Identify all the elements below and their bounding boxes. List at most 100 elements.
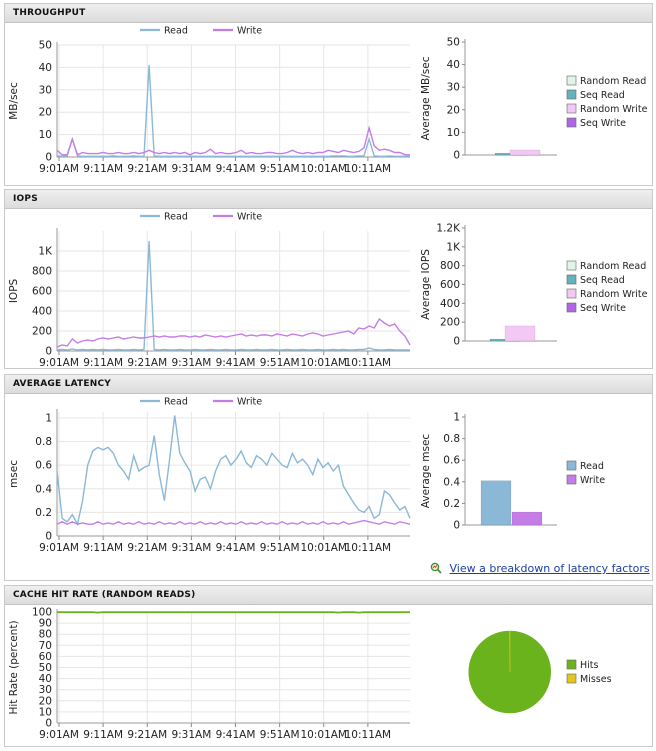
- panel-title: IOPS: [5, 190, 652, 209]
- x-tick-label: 9:21AM: [127, 542, 167, 554]
- y-tick-label: 30: [39, 84, 52, 96]
- legend-label-random-write: Random Write: [580, 289, 648, 300]
- y-axis-label: Average MB/sec: [420, 56, 432, 140]
- y-tick-label: 50: [447, 37, 460, 49]
- y-tick-label: 20: [447, 104, 460, 116]
- y-tick-label: 0: [45, 531, 52, 543]
- x-tick-label: 9:01AM: [39, 163, 79, 175]
- x-tick-label: 9:41AM: [216, 542, 256, 554]
- x-tick-label: 9:21AM: [127, 357, 167, 368]
- y-tick-label: 400: [440, 298, 460, 310]
- y-tick-label: 0.6: [35, 460, 52, 472]
- y-tick-label: 10: [39, 129, 52, 141]
- x-tick-label: 10:01AM: [300, 729, 347, 741]
- y-tick-label: 600: [32, 286, 52, 298]
- bar-random-write: [504, 325, 536, 342]
- legend-label-seq-read: Seq Read: [580, 90, 625, 101]
- x-tick-label: 10:11AM: [345, 357, 392, 368]
- legend-label-read: Read: [580, 461, 604, 472]
- y-tick-label: 0: [453, 336, 460, 348]
- x-tick-label: 9:11AM: [83, 729, 123, 741]
- y-axis-label: Average msec: [420, 434, 432, 509]
- x-tick-label: 9:51AM: [260, 163, 300, 175]
- x-tick-label: 9:31AM: [171, 542, 211, 554]
- x-tick-label: 9:41AM: [216, 357, 256, 368]
- y-tick-label: 0: [453, 150, 460, 162]
- y-tick-label: 0.8: [35, 436, 52, 448]
- iops-avg-chart: 0 200 400 600 800 1K 1.2K Average IOPS Random Re…: [420, 223, 648, 348]
- y-tick-label: 800: [32, 266, 52, 278]
- y-tick-label: 30: [39, 684, 52, 696]
- x-tick-label: 9:31AM: [171, 729, 211, 741]
- y-tick-label: 200: [440, 317, 460, 329]
- x-tick-label: 10:01AM: [300, 357, 347, 368]
- iops-line-chart: 0 200 400 600 800 1K 9:01AM 9:11AM 9:21AM 9:31AM 9…: [8, 212, 411, 368]
- y-tick-label: 20: [39, 695, 52, 707]
- panel-title: THROUGHPUT: [5, 4, 652, 23]
- y-tick-label: 1: [453, 412, 460, 424]
- series-line-read: [56, 65, 410, 158]
- cache-hit-rate-panel: CACHE HIT RATE (RANDOM READS) 0 10 20 30 40 5…: [4, 585, 653, 747]
- y-tick-label: 40: [39, 673, 52, 685]
- x-tick-label: 9:31AM: [171, 163, 211, 175]
- x-tick-label: 9:11AM: [83, 542, 123, 554]
- legend-swatch-read: [566, 460, 577, 471]
- legend-swatch-random-write: [566, 288, 577, 299]
- iops-panel: IOPS 0 200 400 600 800 1K 9:01AM 9:11AM 9:21AM 9:…: [4, 189, 653, 369]
- x-tick-label: 9:21AM: [127, 729, 167, 741]
- x-tick-label: 10:11AM: [345, 542, 392, 554]
- pie-slice-misses: [509, 630, 511, 673]
- y-tick-label: 1: [45, 412, 52, 424]
- y-tick-label: 100: [32, 607, 52, 619]
- legend-label-seq-read: Seq Read: [580, 275, 625, 286]
- latency-breakdown-link[interactable]: View a breakdown of latency factors: [449, 562, 650, 575]
- series-line-write: [56, 317, 411, 348]
- y-tick-label: 1K: [446, 241, 461, 253]
- legend-swatch-random-read: [566, 75, 577, 86]
- x-tick-label: 9:51AM: [260, 357, 300, 368]
- y-axis-label: Average IOPS: [420, 249, 432, 320]
- y-tick-label: 800: [440, 260, 460, 272]
- y-tick-label: 0.2: [35, 507, 52, 519]
- legend-label-write: Write: [237, 397, 262, 408]
- legend-label-misses: Misses: [580, 674, 612, 685]
- y-tick-label: 70: [39, 640, 52, 652]
- y-tick-label: 0.6: [443, 455, 460, 467]
- legend-swatch-seq-write: [566, 302, 577, 313]
- y-tick-label: 60: [39, 651, 52, 663]
- x-tick-label: 9:01AM: [39, 357, 79, 368]
- legend-swatch-write: [566, 474, 577, 485]
- latency-line-chart: 0 0.2 0.4 0.6 0.8 1 9:01AM 9:11AM 9:21AM 9:31AM 9:…: [8, 397, 411, 554]
- legend-label-random-write: Random Write: [580, 104, 648, 115]
- bar-write: [511, 511, 543, 526]
- legend-swatch-misses: [566, 673, 577, 684]
- y-tick-label: 40: [447, 59, 460, 71]
- legend-label-seq-write: Seq Write: [580, 118, 626, 129]
- x-tick-label: 10:01AM: [300, 163, 347, 175]
- y-axis-label: Hit Rate (percent): [8, 620, 20, 714]
- magnifier-chart-icon: [430, 562, 442, 574]
- legend-label-write: Write: [580, 475, 605, 486]
- y-axis-label: MB/sec: [8, 82, 20, 120]
- y-tick-label: 1K: [38, 246, 53, 258]
- x-tick-label: 9:41AM: [216, 163, 256, 175]
- legend-swatch-seq-read: [566, 89, 577, 100]
- y-tick-label: 50: [39, 40, 52, 52]
- legend-label-read: Read: [164, 397, 188, 408]
- throughput-line-chart: 0 10 20 30 40 50 9:01AM 9:11AM 9:21AM 9:31AM 9:41A…: [8, 26, 410, 175]
- latency-breakdown-link-row: View a breakdown of latency factors: [430, 562, 650, 575]
- y-tick-label: 0: [453, 520, 460, 532]
- y-tick-label: 0.4: [35, 483, 52, 495]
- legend-swatch-random-read: [566, 260, 577, 271]
- y-tick-label: 400: [32, 306, 52, 318]
- y-tick-label: 90: [39, 618, 52, 630]
- throughput-panel: THROUGHPUT 0 10 20 30 40 50 9:01AM 9:11AM 9:21AM…: [4, 3, 653, 186]
- y-tick-label: 1.2K: [436, 223, 461, 235]
- pie-slice-hits: [468, 630, 551, 714]
- legend-swatch-random-write: [566, 103, 577, 114]
- y-tick-label: 20: [39, 107, 52, 119]
- latency-avg-chart: 0 0.2 0.4 0.6 0.8 1 Average msec Read Write: [420, 412, 605, 532]
- panel-title: AVERAGE LATENCY: [5, 375, 652, 394]
- legend-label-random-read: Random Read: [580, 76, 646, 87]
